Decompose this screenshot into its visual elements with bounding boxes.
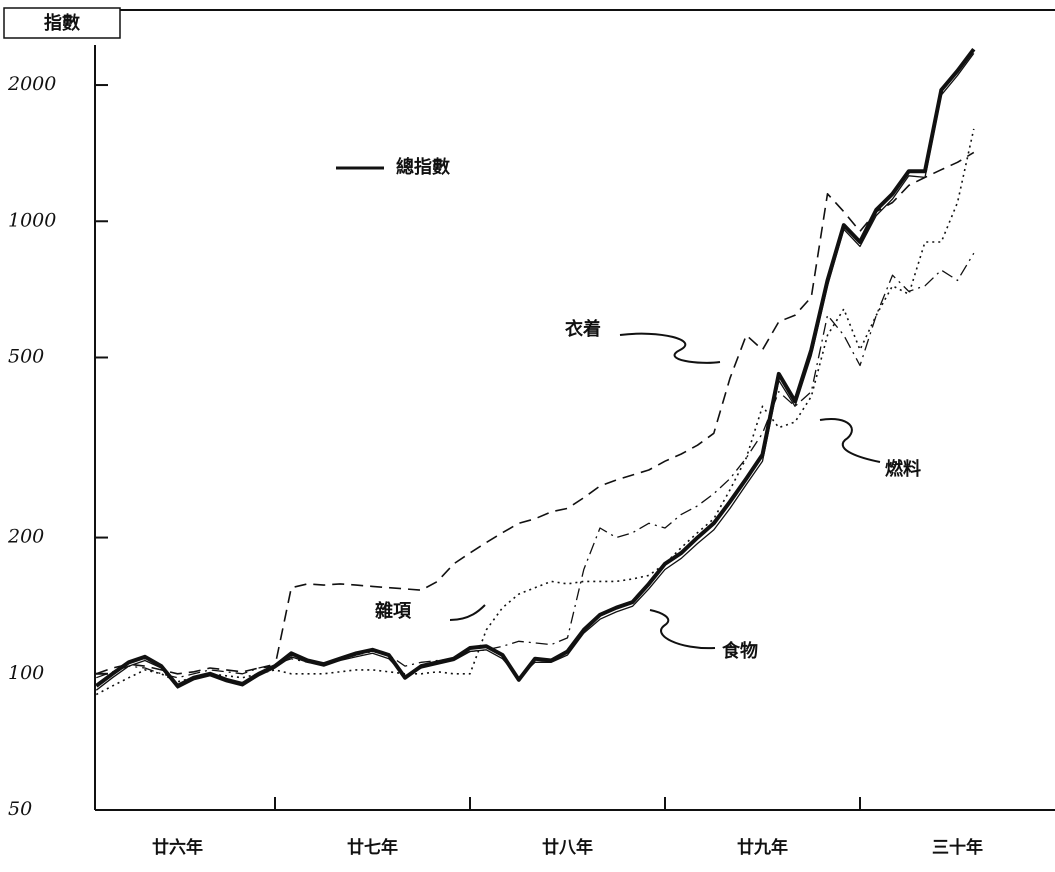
y-tick-label: 2000 <box>7 73 56 95</box>
legend-label: 總指數 <box>396 156 450 178</box>
x-tick-label: 三十年 <box>932 837 983 858</box>
y-tick-label: 50 <box>8 798 32 820</box>
x-tick-label: 廿九年 <box>737 837 788 858</box>
series-annotation: 衣着 <box>565 318 601 340</box>
series-line <box>95 53 975 691</box>
y-tick-label: 1000 <box>8 209 56 231</box>
series-annotation: 雜項 <box>375 600 412 622</box>
series-line <box>96 252 975 679</box>
y-tick-label: 500 <box>8 345 44 367</box>
annotation-arrow <box>649 609 716 650</box>
x-tick-label: 廿八年 <box>542 837 593 858</box>
annotation-arrow <box>449 604 486 621</box>
ylabel-box <box>3 7 121 39</box>
series-line <box>96 151 975 675</box>
y-axis-label: 指數 <box>44 12 80 34</box>
y-tick-label: 200 <box>7 526 44 548</box>
annotation-arrow <box>819 418 881 463</box>
series-line <box>95 128 975 696</box>
x-tick-label: 廿六年 <box>152 837 203 858</box>
series-annotation: 燃料 <box>885 458 921 480</box>
y-tick-label: 100 <box>8 662 44 684</box>
annotation-arrow <box>619 332 721 364</box>
series-line <box>95 47 976 688</box>
x-tick-label: 廿七年 <box>347 837 398 858</box>
series-annotation: 食物 <box>721 640 758 662</box>
